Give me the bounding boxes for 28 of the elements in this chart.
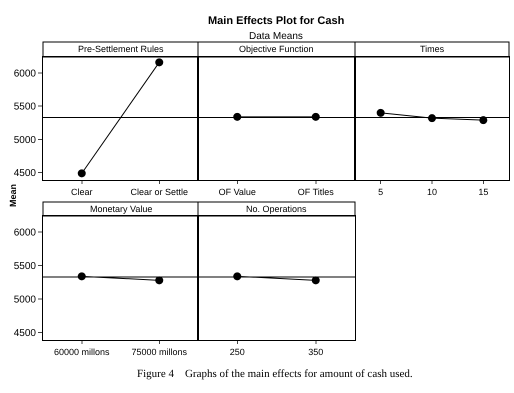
x-tick-label: Clear or Settle: [130, 186, 188, 197]
y-tick-label: 5000: [14, 294, 36, 306]
chart-title: Pre-Settlement Rules: [78, 44, 164, 54]
chart-title: No. Operations: [246, 204, 308, 214]
chart-title: Objective Function: [239, 44, 314, 54]
caption: Figure 4 Graphs of the main effects for amount of cash used.: [137, 368, 413, 380]
y-tick-label: 5500: [14, 102, 36, 113]
x-tick-label: Clear: [70, 186, 93, 197]
y-tick-label: 5500: [14, 261, 36, 272]
y-tick-label: 5000: [14, 134, 36, 146]
y-tick-label: 4500: [14, 328, 36, 340]
chart-title: Monetary Value: [90, 204, 152, 214]
chart-title: Times: [420, 44, 445, 54]
y-axis-title: Mean: [8, 184, 18, 207]
x-tick-label: 15: [478, 186, 488, 197]
x-tick-label: 350: [308, 346, 324, 357]
x-tick-label: 60000 millons: [54, 346, 110, 357]
text: Data Means: [249, 31, 303, 42]
y-tick-label: 6000: [14, 228, 36, 239]
x-tick-label: OF Titles: [298, 186, 334, 197]
x-tick-label: 75000 millons: [131, 346, 188, 357]
x-tick-label: 5: [378, 186, 384, 197]
y-tick-label: 6000: [14, 68, 36, 80]
x-tick-label: 10: [426, 186, 438, 197]
text: Main Effects Plot for Cash: [208, 15, 345, 27]
x-tick-label: 250: [230, 346, 245, 357]
y-tick-label: 4500: [14, 168, 36, 180]
x-tick-label: OF Value: [218, 186, 256, 197]
